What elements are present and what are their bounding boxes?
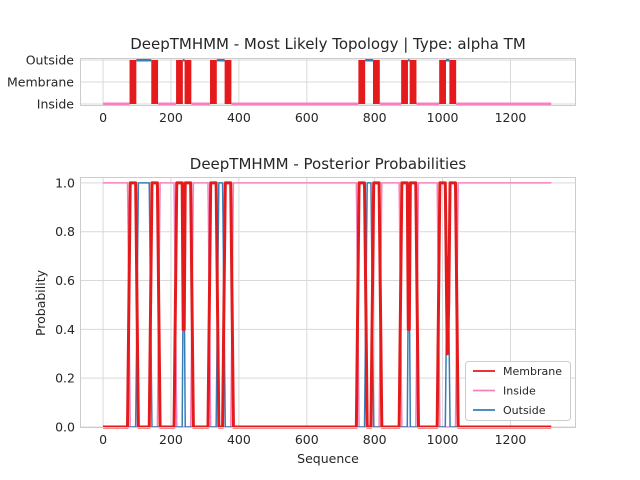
y-axis-label: Probability — [33, 269, 48, 336]
y-tick-label: Outside — [26, 53, 75, 68]
x-tick-label: 0 — [99, 110, 107, 125]
membrane-segment — [129, 60, 137, 104]
x-tick-label: 800 — [363, 432, 387, 447]
y-tick-label: Inside — [37, 97, 75, 112]
posterior-x-ticks: 0 200 400 600 800 1000 1200 — [99, 432, 526, 447]
membrane-segment — [176, 60, 183, 104]
membrane-segment — [358, 60, 366, 104]
topology-x-ticks: 0 200 400 600 800 1000 1200 — [99, 110, 526, 125]
y-tick-label: 1.0 — [55, 175, 75, 190]
x-tick-label: 400 — [227, 432, 251, 447]
membrane-legend-label: Membrane — [503, 365, 562, 378]
x-tick-label: 1000 — [427, 110, 459, 125]
x-tick-label: 200 — [159, 110, 183, 125]
posterior-frame — [80, 177, 576, 428]
membrane-segment — [449, 60, 457, 104]
membrane-segment — [439, 60, 446, 104]
membrane-segment — [409, 60, 417, 104]
y-tick-label: 0.0 — [55, 420, 75, 435]
x-tick-label: 800 — [363, 110, 387, 125]
membrane-segment — [184, 60, 192, 104]
y-tick-label: 0.8 — [55, 224, 75, 239]
x-tick-label: 0 — [99, 432, 107, 447]
topology-title: DeepTMHMM - Most Likely Topology | Type:… — [130, 35, 526, 53]
x-tick-label: 400 — [227, 110, 251, 125]
x-tick-label: 200 — [159, 432, 183, 447]
topology-panel: DeepTMHMM - Most Likely Topology | Type:… — [7, 35, 576, 125]
y-tick-label: 0.2 — [55, 371, 75, 386]
posterior-panel: DeepTMHMM - Posterior Probabilities 0 200… — [33, 155, 576, 466]
x-tick-label: 600 — [295, 432, 319, 447]
inside-legend-label: Inside — [503, 385, 536, 398]
legend: Membrane Inside Outside — [465, 361, 571, 421]
y-tick-label: 0.4 — [55, 322, 75, 337]
membrane-segment — [151, 60, 159, 104]
x-tick-label: 1000 — [427, 432, 459, 447]
legend-box — [465, 361, 571, 421]
x-tick-label: 1200 — [495, 110, 527, 125]
outside-legend-label: Outside — [503, 404, 546, 417]
posterior-title: DeepTMHMM - Posterior Probabilities — [190, 155, 467, 173]
topology-frame — [80, 58, 576, 106]
posterior-y-ticks: 0.0 0.2 0.4 0.6 0.8 1.0 — [55, 175, 75, 434]
topology-y-ticks: Inside Membrane Outside — [7, 53, 74, 112]
membrane-segment — [372, 60, 380, 104]
y-tick-label: Membrane — [7, 75, 74, 90]
y-tick-label: 0.6 — [55, 273, 75, 288]
x-axis-label: Sequence — [297, 451, 359, 466]
membrane-segment — [210, 60, 217, 104]
membrane-segment — [224, 60, 232, 104]
x-tick-label: 600 — [295, 110, 319, 125]
membrane-segment — [401, 60, 408, 104]
x-tick-label: 1200 — [495, 432, 527, 447]
topology-series — [103, 58, 552, 106]
inside-series-line — [103, 182, 552, 428]
